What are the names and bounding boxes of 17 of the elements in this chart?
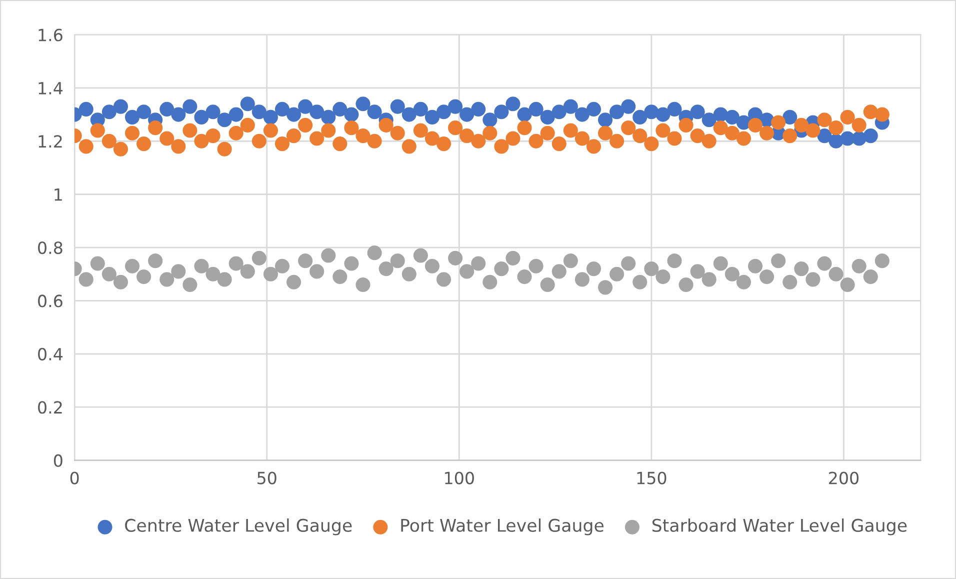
y-tick-label: 0.8: [38, 241, 62, 254]
y-tick-label: 0.2: [38, 401, 62, 414]
y-tick-label: 0.4: [38, 348, 63, 360]
legend-label: Starboard Water Level Gauge: [652, 518, 907, 536]
legend-label: Centre Water Level Gauge: [125, 518, 352, 536]
x-tick-label: 0: [70, 472, 79, 484]
x-tick-label: 150: [637, 472, 666, 484]
y-tick-label: 1.6: [38, 28, 62, 42]
x-tick-label: 200: [829, 472, 859, 484]
legend-label: Port Water Level Gauge: [401, 518, 604, 536]
y-tick-label: 1.2: [38, 135, 62, 148]
y-tick-label: 1.4: [38, 82, 63, 94]
y-tick-label: 1: [54, 188, 62, 201]
y-tick-label: 0: [54, 454, 62, 467]
x-tick-label: 100: [445, 472, 474, 484]
x-tick-label: 50: [258, 472, 276, 484]
y-tick-label: 0.6: [38, 294, 62, 308]
